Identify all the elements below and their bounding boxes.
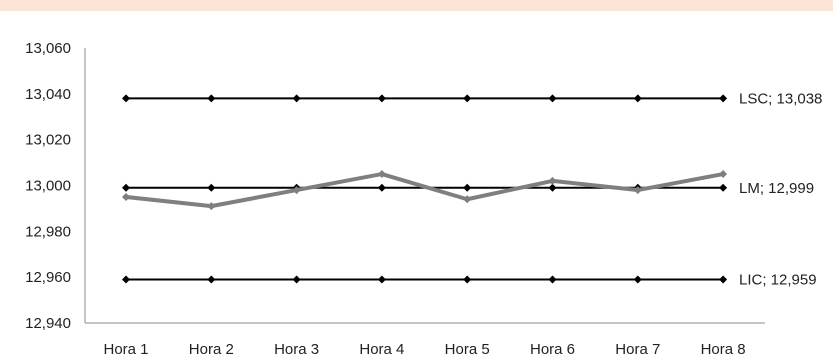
data-point-measurement — [122, 192, 130, 201]
line-label-lm: LM; 12,999 — [739, 180, 814, 197]
x-tick-label: Hora 7 — [615, 341, 660, 358]
x-tick-label: Hora 8 — [701, 341, 746, 358]
data-point-lsc — [377, 94, 386, 103]
data-point-lm — [719, 183, 728, 192]
data-point-lsc — [548, 94, 557, 103]
y-tick-label: 12,960 — [25, 269, 71, 286]
line-label-lic: LIC; 12,959 — [739, 271, 817, 288]
data-point-lic — [719, 275, 728, 284]
data-point-lm — [377, 183, 386, 192]
top-band — [0, 0, 833, 11]
data-point-lsc — [292, 94, 301, 103]
data-point-lic — [207, 275, 216, 284]
x-tick-label: Hora 2 — [189, 341, 234, 358]
x-tick-label: Hora 6 — [530, 341, 575, 358]
data-point-measurement — [548, 176, 557, 185]
data-point-lsc — [633, 94, 642, 103]
data-point-lic — [377, 275, 386, 284]
y-tick-label: 13,020 — [25, 132, 71, 149]
data-point-lsc — [122, 94, 130, 103]
data-point-measurement — [377, 170, 386, 179]
x-axis-ticks: Hora 1 Hora 2 Hora 3 Hora 4 Hora 5 Hora 6 Hora… — [103, 341, 745, 358]
data-point-lic — [633, 275, 642, 284]
data-point-lic — [463, 275, 472, 284]
series-layer: LSC; 13,038 LM; 12,999 LIC; 12,959 — [122, 90, 822, 288]
y-tick-label: 13,000 — [25, 178, 71, 195]
data-point-lic — [548, 275, 557, 284]
x-tick-label: Hora 3 — [274, 341, 319, 358]
y-tick-label: 12,980 — [25, 223, 71, 240]
data-point-lsc — [719, 94, 728, 103]
data-point-lm — [548, 183, 557, 192]
line-label-lsc: LSC; 13,038 — [739, 90, 822, 107]
y-axis-ticks: 12,940 12,960 12,980 13,000 13,020 13,040 13,0… — [25, 40, 71, 332]
x-tick-label: Hora 5 — [445, 341, 490, 358]
data-point-lic — [122, 275, 130, 284]
data-point-measurement — [463, 195, 472, 204]
y-tick-label: 13,040 — [25, 86, 71, 103]
y-tick-label: 12,940 — [25, 315, 71, 332]
x-tick-label: Hora 4 — [359, 341, 404, 358]
y-tick-label: 13,060 — [25, 40, 71, 57]
data-point-lm — [207, 183, 216, 192]
data-point-lic — [292, 275, 301, 284]
data-point-lm — [122, 183, 130, 192]
x-tick-label: Hora 1 — [103, 341, 148, 358]
data-point-measurement — [633, 186, 642, 195]
data-point-measurement — [207, 202, 216, 211]
data-point-lm — [463, 183, 472, 192]
series-line-measurement — [125, 172, 724, 209]
data-point-lsc — [207, 94, 216, 103]
data-point-measurement — [292, 186, 301, 195]
data-point-measurement — [719, 170, 728, 179]
data-point-lsc — [463, 94, 472, 103]
